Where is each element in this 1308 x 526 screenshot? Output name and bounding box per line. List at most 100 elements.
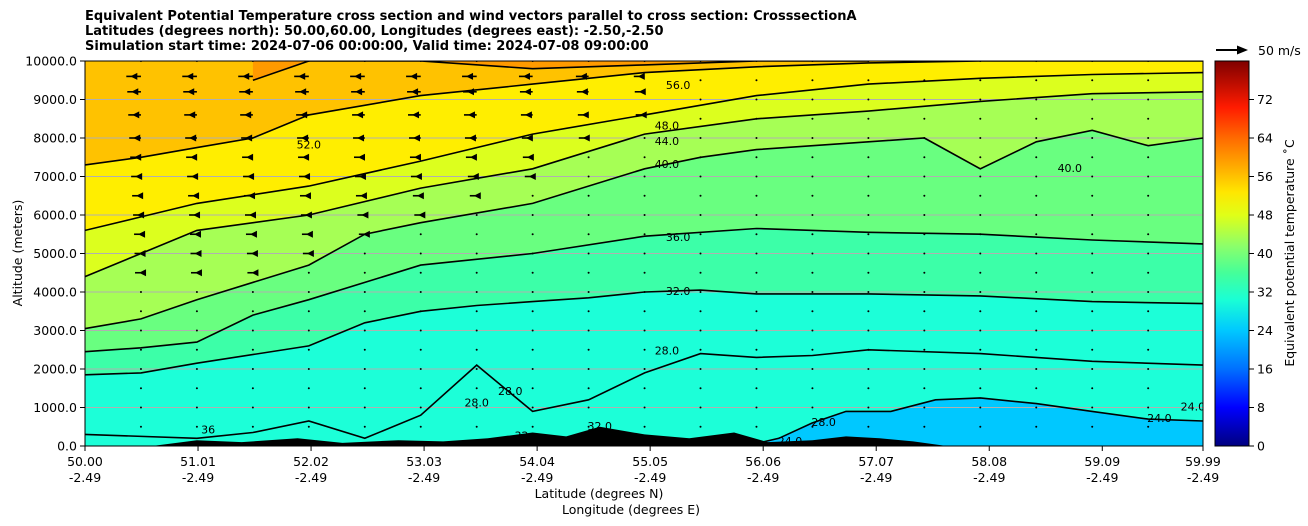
wind-vector-head [191, 173, 199, 180]
wind-vector-calm [419, 387, 422, 390]
contour-label: 24.0 [778, 435, 803, 448]
wind-vector-head [469, 153, 477, 161]
wind-vector-calm [755, 329, 758, 332]
wind-vector-head [137, 211, 145, 219]
wind-vector-calm [1035, 175, 1038, 178]
wind-vector-calm [1091, 310, 1094, 313]
wind-vector-calm [531, 194, 534, 197]
wind-vector-calm [475, 406, 478, 409]
wind-vector-calm [979, 425, 982, 428]
wind-vector-calm [1147, 137, 1150, 139]
colorbar-tick-label: 56 [1257, 169, 1273, 184]
contour-line-24 [745, 397, 1203, 446]
colorbar-tick-label: 72 [1257, 92, 1273, 107]
wind-vector-calm [1147, 425, 1150, 428]
wind-vector-calm [363, 271, 366, 274]
wind-vector-calm [923, 252, 926, 255]
wind-vector-calm [811, 98, 814, 101]
wind-vector-calm [1147, 79, 1150, 82]
wind-vector-calm [923, 425, 926, 428]
wind-vector-calm [1035, 425, 1038, 428]
x-tick-label-lat: 55.05 [632, 454, 668, 469]
x-tick-label-lon: -2.49 [860, 470, 892, 485]
wind-vector-head [194, 230, 202, 238]
wind-vector-calm [867, 156, 870, 159]
wind-vector-calm [531, 291, 534, 293]
wind-vector-calm [531, 271, 534, 274]
colorbar-scale [1214, 60, 1250, 447]
wind-vector-calm [979, 310, 982, 313]
wind-vector-calm [363, 329, 366, 332]
wind-vector-calm [251, 348, 254, 351]
wind-vector-head [473, 192, 481, 200]
wind-vector-calm [699, 79, 702, 82]
wind-vector-calm [195, 329, 198, 332]
contour-line-56 [252, 61, 869, 82]
wind-vector-calm [755, 348, 758, 351]
wind-vector-head [410, 72, 418, 80]
wind-vector-calm [251, 387, 254, 390]
wind-vector-calm [531, 425, 534, 428]
wind-vector-calm [811, 214, 814, 216]
wind-vector-calm [587, 425, 590, 428]
wind-vector-calm [755, 233, 758, 236]
wind-vector-calm [699, 194, 702, 197]
x-tick-label-lat: 50.00 [67, 454, 103, 469]
x-tick-label-lat: 53.03 [406, 454, 442, 469]
wind-vector-calm [1035, 214, 1038, 216]
terrain-shape [152, 426, 947, 446]
wind-vector-calm [587, 368, 590, 370]
contour-line-48 [85, 71, 1203, 232]
wind-vector-calm [699, 98, 702, 101]
wind-vector-calm [811, 194, 814, 197]
wind-vector-head [523, 88, 531, 96]
wind-vector-calm [699, 175, 702, 178]
wind-vector-calm [363, 425, 366, 428]
wind-vector-calm [587, 175, 590, 178]
wind-vector-calm [979, 194, 982, 197]
wind-vector-head [299, 88, 307, 96]
wind-vector-calm [475, 348, 478, 351]
wind-vector-calm [1147, 329, 1150, 332]
wind-vector-calm [139, 291, 142, 293]
wind-vector-calm [307, 406, 310, 409]
wind-vector-calm [1035, 252, 1038, 255]
wind-vector-calm [1147, 194, 1150, 197]
wind-vector-calm [419, 233, 422, 236]
wind-vector-calm [699, 291, 702, 293]
wind-vector-head [411, 88, 419, 96]
wind-vector-calm [419, 329, 422, 332]
wind-vector-calm [195, 348, 198, 351]
wind-vector-calm [1091, 329, 1094, 332]
wind-vector-calm [251, 310, 254, 313]
wind-vector-calm [979, 271, 982, 274]
wind-vector-head [248, 211, 256, 219]
wind-vector-calm [643, 329, 646, 332]
wind-vector-calm [1091, 194, 1094, 197]
wind-vector-calm [643, 310, 646, 313]
wind-vector-head [245, 134, 253, 142]
x-tick-label-lat: 59.09 [1084, 454, 1120, 469]
wind-vector-calm [419, 291, 422, 293]
wind-vector-calm [195, 310, 198, 313]
x-tick-label-lon: -2.49 [295, 470, 327, 485]
wind-vector-calm [363, 252, 366, 255]
wind-vector-calm [587, 194, 590, 197]
wind-vector-calm [587, 271, 590, 274]
y-axis: 0.0 1000.0 2000.0 3000.0 4000.0 5000.0 6000.0 7… [25, 54, 85, 454]
wind-vector-calm [643, 214, 646, 216]
wind-vector-calm [867, 117, 870, 120]
wind-vector-calm [587, 329, 590, 332]
wind-vector-head [582, 134, 590, 142]
wind-vector-calm [811, 137, 814, 139]
wind-vector-head [639, 111, 647, 119]
wind-vector-head [302, 153, 310, 161]
contour-label: 32 [514, 429, 528, 442]
wind-vector-calm [811, 271, 814, 274]
wind-vector-calm [1091, 98, 1094, 101]
wind-vector-calm [1035, 291, 1038, 293]
x-tick-label-lat: 58.08 [971, 454, 1007, 469]
contour-line-28 [85, 348, 1203, 440]
wind-vector-calm [531, 387, 534, 390]
wind-vector-calm [195, 406, 198, 409]
